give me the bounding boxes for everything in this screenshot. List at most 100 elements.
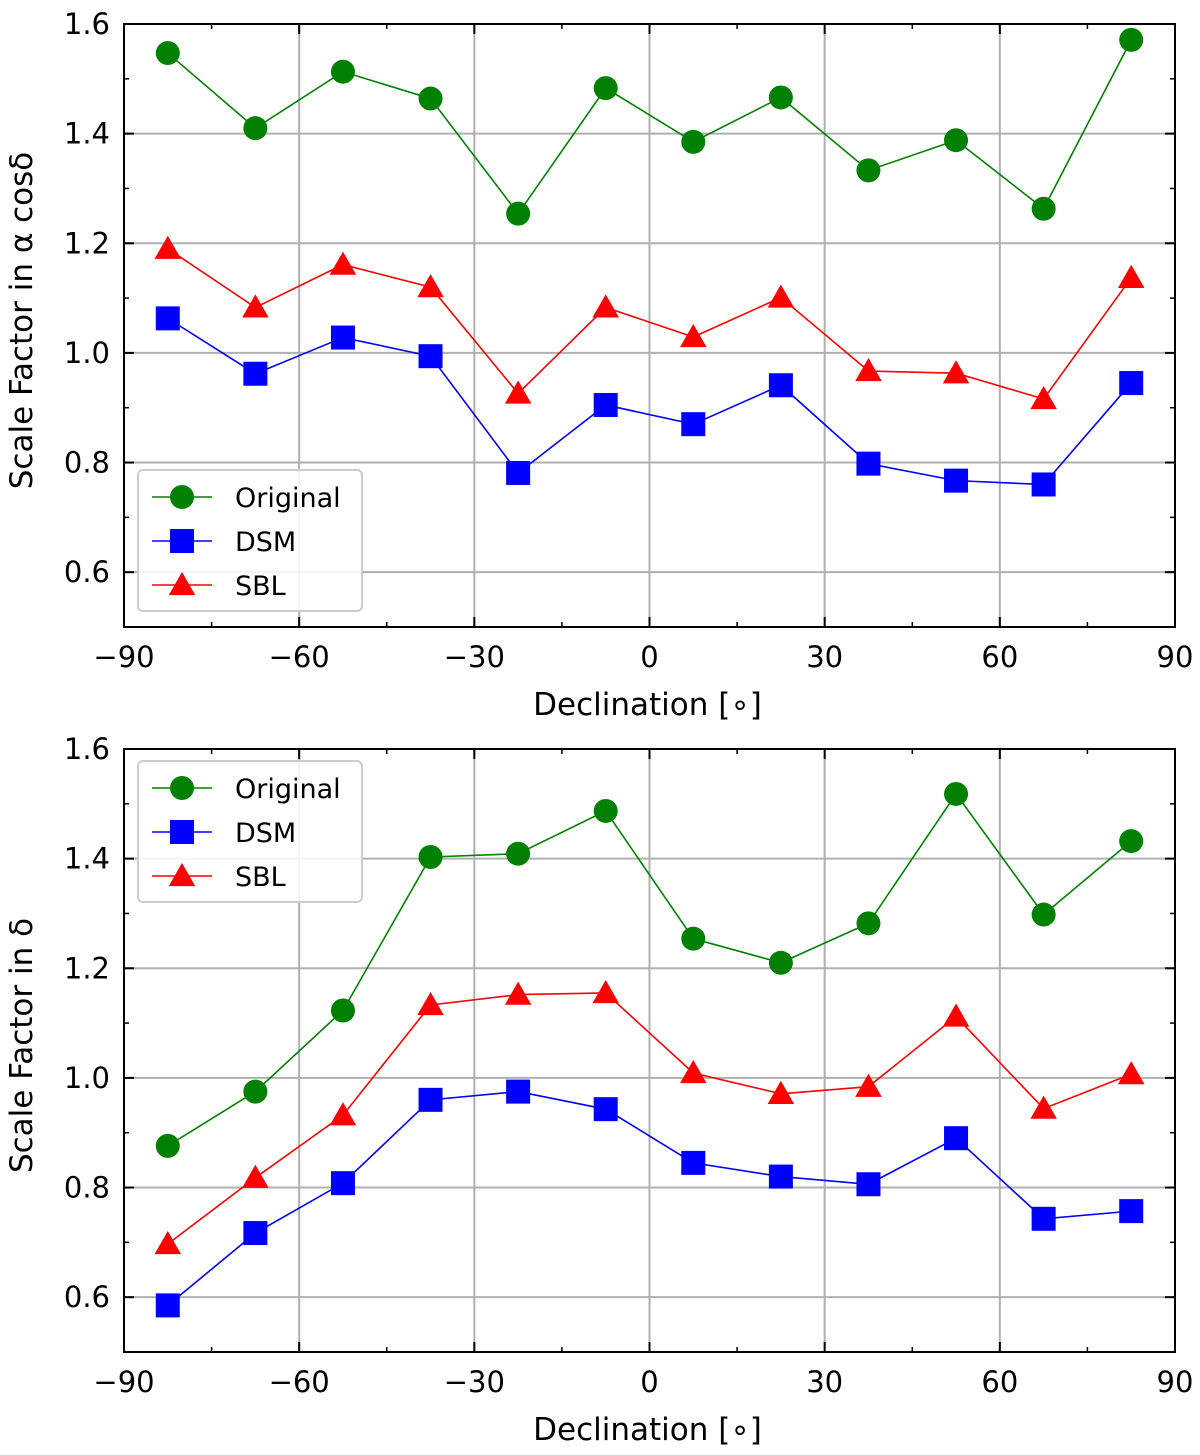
panel-1-legend-label-sbl: SBL	[235, 862, 286, 893]
panel-1-legend-marker-dsm	[170, 820, 194, 844]
panel-0-point-dsm	[418, 344, 443, 369]
panel-0-point-dsm	[506, 460, 531, 485]
panel-0-point-dsm	[243, 361, 268, 386]
panel-1-point-original	[1031, 902, 1056, 927]
panel-0-point-original	[1031, 196, 1056, 221]
panel-0-legend-label-sbl: SBL	[235, 571, 286, 602]
panel-0-x-tick-label: −30	[444, 640, 505, 674]
panel-1-point-original	[1119, 829, 1144, 854]
panel-0-point-dsm	[768, 373, 793, 398]
panel-1-x-tick-label: −90	[93, 1365, 154, 1399]
panel-1-point-original	[243, 1079, 268, 1104]
panel-1-point-dsm	[593, 1097, 618, 1122]
panel-1-point-dsm	[418, 1087, 443, 1112]
panel-1-point-sbl	[242, 1164, 269, 1188]
panel-1-legend-marker-sbl	[168, 863, 196, 887]
panel-0-x-axis-label: Declination [∘]	[533, 687, 762, 723]
panel-1-y-tick-label: 0.8	[64, 1171, 110, 1205]
panel-1-point-sbl	[680, 1059, 707, 1084]
panel-1-x-tick-label: 90	[1157, 1365, 1194, 1399]
panel-1-series-line-original	[167, 792, 1132, 1147]
panel-0-point-original	[506, 201, 531, 226]
panel-0-point-sbl	[242, 294, 269, 318]
panel-0-point-dsm	[593, 392, 618, 417]
panel-0-series-line-dsm	[167, 317, 1132, 486]
panel-0-point-dsm	[155, 306, 180, 331]
panel-1-point-sbl	[504, 981, 532, 1005]
panel-0-point-original	[944, 128, 969, 153]
panel-1-x-tick-label: 30	[806, 1365, 843, 1399]
panel-0-x-tick-label: 30	[806, 640, 843, 674]
panel-1-point-sbl	[329, 1102, 357, 1126]
panel-1-point-sbl	[1117, 1061, 1145, 1085]
panel-0-x-tick-label: 0	[640, 640, 658, 674]
panel-0-y-tick-label: 1.0	[64, 336, 110, 370]
panel-0-y-tick-label: 1.2	[64, 226, 110, 260]
panel-1-x-tick-label: −60	[269, 1365, 330, 1399]
panel-0-x-tick-label: −90	[93, 640, 154, 674]
panel-1-point-sbl	[942, 1003, 970, 1027]
panel-1-point-original	[506, 841, 531, 866]
panel-1-legend-box	[137, 760, 363, 903]
panel-1-point-original	[681, 926, 706, 951]
panel-0-point-dsm	[681, 412, 706, 437]
panel-1-y-tick-label: 1.6	[64, 732, 110, 766]
panel-0-y-tick-label: 1.6	[64, 7, 110, 41]
panel-1-series-line-sbl	[167, 992, 1132, 1245]
panel-1-y-tick-label: 1.4	[64, 842, 110, 876]
panel-0-x-tick-label: −60	[269, 640, 330, 674]
panel-0-point-sbl	[1117, 264, 1145, 288]
panel-1-series-line-dsm	[167, 1090, 1132, 1307]
panel-0-point-sbl	[592, 294, 619, 318]
panel-0-point-sbl	[504, 380, 532, 404]
panel-1-point-dsm	[1031, 1206, 1056, 1231]
bottom-panel-dec-scale-factor: −90 −60 −30 0 30 60 90 0.6 0.8 1.0 1.2 1.4 1.6 Declin…	[4, 732, 1193, 1448]
panel-1-point-original	[593, 798, 618, 823]
panel-0-point-dsm	[1119, 371, 1144, 396]
panel-0-point-original	[155, 41, 180, 66]
panel-0-point-sbl	[855, 357, 882, 382]
panel-1-x-tick-label: −30	[444, 1365, 505, 1399]
panel-1-x-axis-label: Declination [∘]	[533, 1412, 762, 1448]
panel-1-point-sbl	[767, 1080, 795, 1104]
panel-1-point-dsm	[330, 1171, 355, 1196]
panel-1-point-sbl	[592, 979, 619, 1004]
panel-1-point-original	[944, 781, 969, 806]
panel-1-point-sbl	[855, 1073, 882, 1097]
panel-1-legend: Original DSM SBL	[137, 760, 363, 903]
panel-0-point-original	[243, 116, 268, 141]
panel-0-point-dsm	[1031, 472, 1056, 497]
panel-0-point-sbl	[680, 324, 707, 348]
panel-1-point-dsm	[856, 1172, 881, 1197]
panel-1-point-dsm	[768, 1164, 793, 1189]
panel-1-point-original	[418, 844, 443, 869]
panel-1-point-original	[330, 998, 355, 1023]
panel-1-point-dsm	[681, 1150, 706, 1175]
panel-0-point-sbl	[767, 284, 795, 308]
panel-0-legend-marker-dsm	[170, 529, 194, 553]
panel-0-legend: Original DSM SBL	[137, 469, 363, 612]
panel-0-x-tick-label: 60	[981, 640, 1018, 674]
panel-1-y-axis-label: Scale Factor in δ	[4, 918, 40, 1173]
panel-0-point-original	[768, 85, 793, 110]
panel-1-point-original	[856, 911, 881, 936]
panel-0-point-original	[330, 59, 355, 84]
panel-1-point-dsm	[243, 1221, 268, 1246]
panel-1-y-tick-label: 1.2	[64, 951, 110, 985]
panel-1-y-tick-label: 0.6	[64, 1280, 110, 1314]
panel-0-x-tick-label: 90	[1157, 640, 1194, 674]
panel-0-point-original	[856, 158, 881, 183]
panel-0-point-sbl	[942, 360, 970, 384]
panel-1-legend-label-original: Original	[235, 774, 341, 805]
panel-1-point-dsm	[155, 1293, 180, 1318]
panel-0-point-original	[681, 129, 706, 154]
panel-1-x-tick-label: 0	[640, 1365, 658, 1399]
panel-0-point-dsm	[330, 325, 355, 350]
panel-0-y-axis-label: Scale Factor in α cosδ	[4, 152, 40, 490]
panel-0-legend-box	[137, 469, 363, 612]
panel-1-point-sbl	[1030, 1095, 1057, 1119]
panel-1-legend-marker-original	[170, 776, 194, 800]
panel-0-legend-label-dsm: DSM	[235, 527, 296, 558]
panel-0-point-sbl	[329, 251, 357, 275]
